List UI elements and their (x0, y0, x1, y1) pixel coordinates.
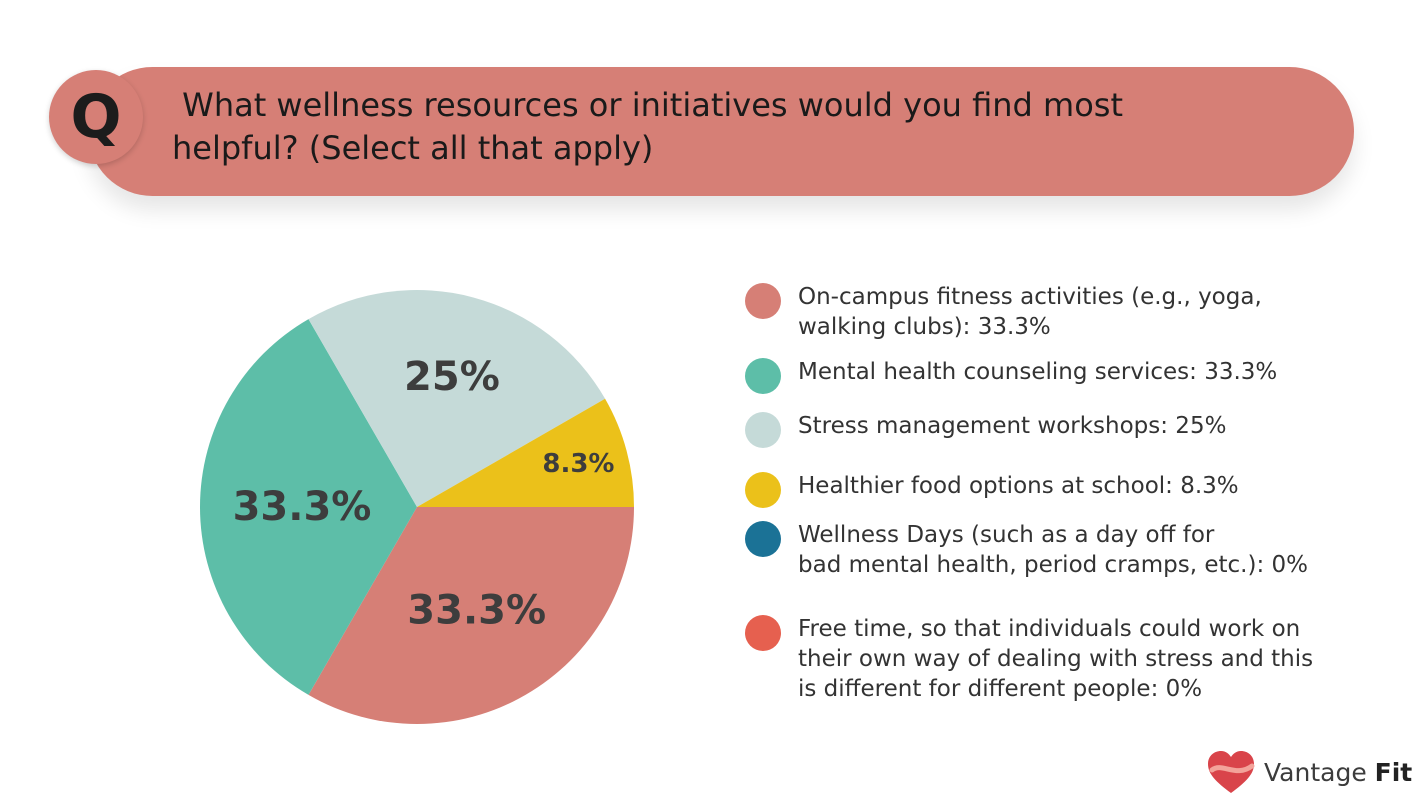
slice-label: 33.3% (233, 484, 372, 530)
legend-swatch (745, 472, 781, 508)
legend-label: Free time, so that individuals could wor… (798, 616, 1314, 702)
legend-label: Mental health counseling services: 33.3% (798, 359, 1278, 385)
legend-label: On-campus fitness activities (e.g., yoga… (798, 284, 1262, 340)
legend-swatch (745, 358, 781, 394)
legend-swatch (745, 521, 781, 557)
legend-label: Wellness Days (such as a day off for bad … (798, 522, 1309, 578)
legend-label: Stress management workshops: 25% (798, 413, 1227, 439)
pie-slice (417, 398, 634, 507)
slice-label: 25% (404, 354, 500, 400)
brand-name: Vantage Fit (1264, 758, 1413, 787)
heart-icon (1208, 751, 1255, 793)
slice-label: 8.3% (542, 449, 614, 479)
pie-slice (308, 290, 606, 507)
legend-swatch (745, 412, 781, 448)
question-badge: Q (49, 70, 143, 164)
question-text: What wellness resources or initiatives w… (172, 86, 1123, 167)
legend-label: Healthier food options at school: 8.3% (798, 473, 1239, 499)
slice-label: 33.3% (407, 587, 546, 633)
pie-slice (200, 319, 417, 695)
pie-slice (308, 507, 634, 724)
legend-swatch (745, 283, 781, 319)
brand-logo: Vantage Fit (1206, 750, 1416, 795)
legend-swatch (745, 615, 781, 651)
pie-chart: 33.3% 33.3% 25% 8.3% (200, 290, 634, 724)
question-banner (88, 67, 1354, 196)
